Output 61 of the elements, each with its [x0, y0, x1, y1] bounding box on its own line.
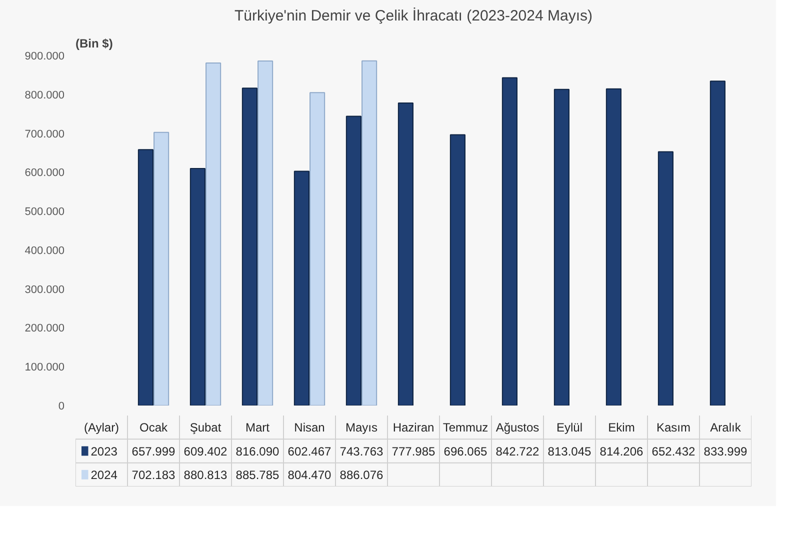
data-label: 657.999: [132, 444, 176, 458]
bar: [502, 77, 518, 406]
y-tick-label: 300.000: [24, 284, 65, 296]
bar: [190, 168, 206, 406]
data-label: 885.785: [236, 468, 280, 482]
data-label: 814.206: [600, 444, 644, 458]
x-tick-label: Ocak: [139, 420, 169, 434]
x-tick-label: Kasım: [656, 420, 691, 434]
bar: [294, 170, 310, 406]
chart-title: Türkiye'nin Demir ve Çelik İhracatı (2023-2024 Mayıs): [234, 6, 593, 24]
y-tick-label: 100.000: [24, 362, 65, 374]
bar: [658, 151, 674, 406]
bar: [346, 116, 362, 406]
bar: [362, 60, 378, 406]
data-label: 609.402: [184, 444, 228, 458]
legend-label: 2024: [90, 468, 118, 482]
bar: [606, 88, 622, 406]
data-label: 696.065: [444, 444, 488, 458]
data-label: 886.076: [340, 468, 384, 482]
x-tick-label: Temmuz: [442, 420, 488, 434]
data-label: 602.467: [288, 444, 332, 458]
x-tick-label: Mart: [246, 420, 270, 434]
y-tick-label: 500.000: [24, 206, 65, 218]
data-label: 804.470: [288, 468, 332, 482]
x-tick-label: Şubat: [190, 420, 222, 434]
y-tick-label: 600.000: [24, 167, 65, 180]
y-tick-label: 800.000: [24, 89, 65, 102]
y-tick-label: 900.000: [24, 50, 65, 62]
bar: [450, 134, 466, 406]
data-label: 702.183: [132, 468, 176, 482]
data-label: 833.999: [704, 444, 748, 458]
x-tick-label: Eylül: [556, 420, 583, 434]
data-label: 880.813: [184, 468, 228, 482]
x-tick-label: Mayıs: [346, 420, 378, 434]
y-tick-label: 200.000: [24, 322, 65, 335]
y-tick-label: 0: [58, 400, 65, 412]
bar: [206, 62, 222, 406]
bar: [554, 88, 570, 406]
x-tick-label: Ekim: [608, 420, 635, 434]
data-label: 842.722: [496, 444, 540, 458]
data-label: 813.045: [548, 444, 592, 458]
x-tick-label: Haziran: [392, 420, 434, 434]
bar: [242, 88, 258, 406]
x-tick-label: Ağustos: [496, 420, 540, 434]
x-tick-label: Nisan: [294, 420, 325, 434]
y-axis-title: (Bin $): [76, 36, 113, 50]
bar: [258, 60, 274, 406]
y-tick-label: 700.000: [24, 128, 65, 140]
bar: [710, 80, 726, 406]
data-label: 743.763: [340, 444, 384, 458]
y-tick-label: 400.000: [24, 244, 65, 257]
x-tick-label: Aralık: [710, 420, 742, 434]
legend-label: 2023: [90, 444, 118, 458]
data-label: 777.985: [392, 444, 436, 458]
data-label: 816.090: [236, 444, 280, 458]
x-axis-title: (Aylar): [84, 420, 120, 434]
data-label: 652.432: [652, 444, 696, 458]
bar: [138, 149, 154, 406]
bar: [398, 102, 414, 406]
bar: [154, 132, 170, 406]
bar: [310, 92, 326, 406]
